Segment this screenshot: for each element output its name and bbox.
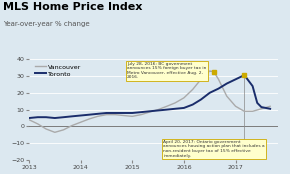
Toronto — [225, 82, 229, 85]
Vancouver — [105, 114, 108, 116]
Toronto — [251, 85, 254, 87]
Vancouver — [173, 102, 177, 104]
Vancouver — [269, 105, 272, 107]
Text: April 20, 2017: Ontario government
announces housing action plan that includes a: April 20, 2017: Ontario government annou… — [163, 140, 265, 158]
Toronto — [182, 107, 186, 109]
Toronto — [139, 111, 143, 113]
Vancouver — [53, 131, 57, 133]
Vancouver — [234, 105, 237, 107]
Toronto — [122, 112, 125, 114]
Toronto — [105, 112, 108, 114]
Toronto — [191, 104, 194, 106]
Toronto — [44, 116, 48, 118]
Vancouver — [130, 115, 134, 117]
Toronto — [113, 112, 117, 114]
Toronto — [255, 102, 259, 104]
Vancouver — [88, 118, 91, 120]
Text: July 28, 2016: BC government
announces 15% foreign buyer tax in
Metro Vancouver,: July 28, 2016: BC government announces 1… — [127, 62, 211, 80]
Toronto — [269, 108, 272, 110]
Toronto — [260, 106, 263, 108]
Vancouver — [70, 125, 74, 127]
Toronto — [53, 117, 57, 119]
Line: Toronto: Toronto — [29, 75, 270, 118]
Vancouver — [212, 71, 215, 73]
Toronto — [62, 116, 65, 118]
Toronto — [234, 78, 237, 80]
Vancouver — [79, 121, 82, 123]
Toronto — [208, 92, 211, 94]
Legend: Vancouver, Toronto: Vancouver, Toronto — [35, 64, 81, 77]
Vancouver — [225, 95, 229, 97]
Toronto — [165, 109, 168, 111]
Toronto — [148, 110, 151, 112]
Line: Vancouver: Vancouver — [29, 71, 270, 132]
Toronto — [130, 112, 134, 114]
Vancouver — [242, 110, 246, 112]
Vancouver — [165, 105, 168, 107]
Vancouver — [199, 78, 203, 80]
Vancouver — [122, 114, 125, 117]
Vancouver — [148, 111, 151, 113]
Vancouver — [182, 97, 186, 99]
Vancouver — [36, 123, 39, 125]
Toronto — [96, 113, 99, 115]
Toronto — [156, 109, 160, 112]
Toronto — [217, 88, 220, 90]
Toronto — [27, 117, 31, 119]
Toronto — [36, 116, 39, 118]
Text: Year-over-year % change: Year-over-year % change — [3, 21, 90, 27]
Vancouver — [139, 114, 143, 116]
Vancouver — [156, 109, 160, 111]
Toronto — [88, 114, 91, 116]
Toronto — [173, 108, 177, 110]
Text: MLS Home Price Index: MLS Home Price Index — [3, 2, 142, 12]
Vancouver — [208, 70, 211, 72]
Vancouver — [44, 128, 48, 130]
Toronto — [199, 98, 203, 101]
Vancouver — [251, 110, 254, 112]
Toronto — [242, 74, 246, 76]
Vancouver — [260, 108, 263, 110]
Toronto — [70, 115, 74, 117]
Vancouver — [217, 78, 220, 80]
Toronto — [79, 114, 82, 117]
Vancouver — [191, 88, 194, 90]
Vancouver — [27, 119, 31, 121]
Vancouver — [62, 129, 65, 131]
Vancouver — [113, 114, 117, 116]
Vancouver — [96, 115, 99, 117]
